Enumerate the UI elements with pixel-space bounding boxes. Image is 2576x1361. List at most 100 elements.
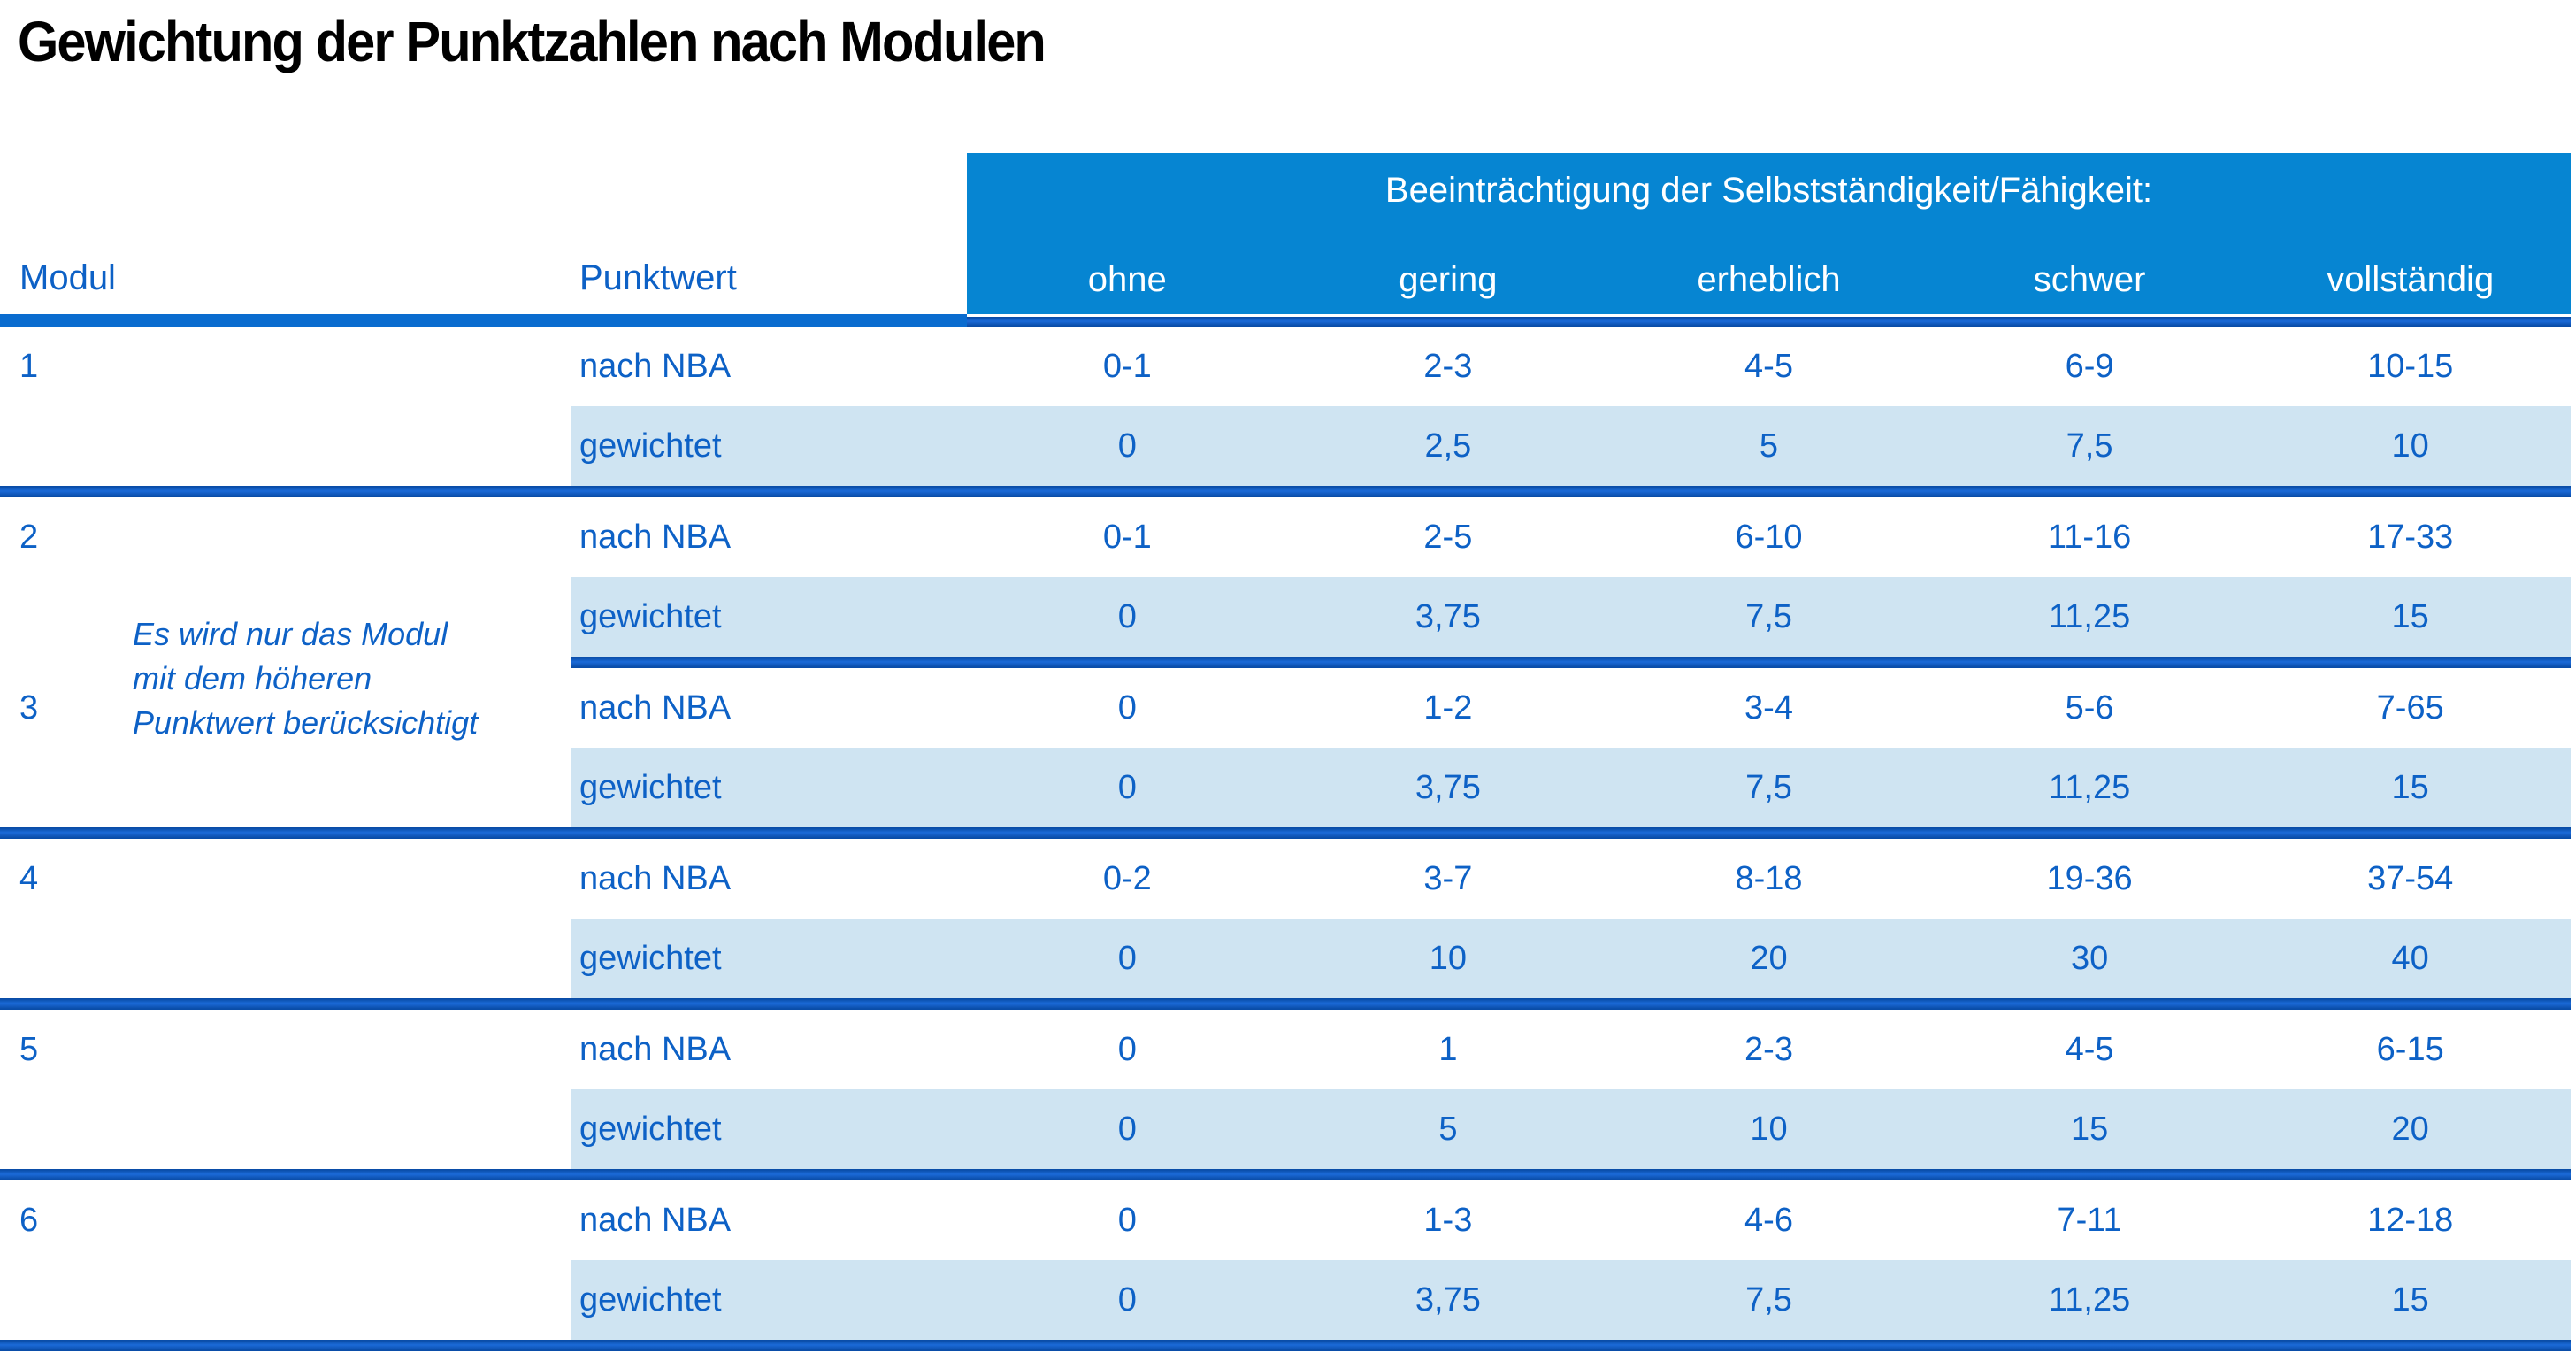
value-cell: 3,75 xyxy=(1287,577,1609,657)
value-cell: 4-6 xyxy=(1744,1201,1793,1239)
row-label-gewichtet: gewichtet xyxy=(571,577,967,657)
module-2-nba-row: 2 nach NBA 0-1 2-5 6-10 11-16 17-33 xyxy=(0,497,2571,577)
module-number: 4 xyxy=(19,859,39,897)
row-label-gewichtet: gewichtet xyxy=(571,406,967,486)
column-header-vollstaendig: vollständig xyxy=(2327,260,2495,299)
severity-labels-row: ohne gering erheblich schwer vollständig xyxy=(967,260,2571,300)
module-number: 2 xyxy=(19,518,39,556)
module-5-gewichtet-row: gewichtet 0 5 10 15 20 xyxy=(0,1089,2571,1169)
value-cell: 10 xyxy=(1608,1089,1929,1169)
value-cell: 0 xyxy=(967,748,1288,827)
module-number: 3 xyxy=(19,688,39,727)
table-header: Modul Punktwert Beeinträchtigung der Sel… xyxy=(0,153,2571,314)
row-label-nach-nba: nach NBA xyxy=(579,518,732,556)
note-line: Es wird nur das Modul xyxy=(133,616,448,652)
row-label-gewichtet: gewichtet xyxy=(571,748,967,827)
header-underline xyxy=(0,314,2571,327)
value-cell: 10 xyxy=(1287,919,1609,998)
column-header-schwer: schwer xyxy=(2033,260,2146,299)
value-cell: 8-18 xyxy=(1735,859,1803,897)
module-3-gewichtet-row: gewichtet 0 3,75 7,5 11,25 15 xyxy=(0,748,2571,827)
value-cell: 11,25 xyxy=(1928,577,2250,657)
value-cell: 0 xyxy=(1117,1201,1137,1239)
table-bottom-line xyxy=(0,1340,2571,1351)
value-cell: 30 xyxy=(1928,919,2250,998)
row-label-nach-nba: nach NBA xyxy=(579,1201,732,1239)
module-number: 5 xyxy=(19,1030,39,1068)
value-cell: 0-1 xyxy=(1102,518,1152,556)
value-cell: 0 xyxy=(967,406,1288,486)
value-cell: 6-10 xyxy=(1735,518,1803,556)
row-label-gewichtet: gewichtet xyxy=(571,919,967,998)
value-cell: 7,5 xyxy=(1608,748,1929,827)
module-2-3-group: Es wird nur das Modul mit dem höheren Pu… xyxy=(0,497,2571,827)
row-label-gewichtet: gewichtet xyxy=(571,1089,967,1169)
value-cell: 7-11 xyxy=(2057,1201,2122,1239)
value-cell: 15 xyxy=(2250,1260,2571,1340)
module-number-empty xyxy=(0,919,571,998)
value-cell: 11-16 xyxy=(2047,518,2132,556)
module-separator xyxy=(0,486,2571,497)
value-cell: 10-15 xyxy=(2367,347,2454,385)
value-cell: 7-65 xyxy=(2376,688,2444,727)
module-number: 1 xyxy=(19,347,39,385)
module-5-nba-row: 5 nach NBA 0 1 2-3 4-5 6-15 xyxy=(0,1010,2571,1089)
row-label-nach-nba: nach NBA xyxy=(579,1030,732,1068)
row-label-nach-nba: nach NBA xyxy=(579,347,732,385)
module-2-3-note: Es wird nur das Modul mit dem höheren Pu… xyxy=(133,612,478,745)
value-cell: 20 xyxy=(2250,1089,2571,1169)
value-cell: 11,25 xyxy=(1928,1260,2250,1340)
module-3-nba-row: 3 nach NBA 0 1-2 3-4 5-6 7-65 xyxy=(0,668,2571,748)
value-cell: 4-5 xyxy=(2065,1030,2114,1068)
value-cell: 7,5 xyxy=(1928,406,2250,486)
value-cell: 7,5 xyxy=(1608,577,1929,657)
value-cell: 15 xyxy=(1928,1089,2250,1169)
module-number-empty xyxy=(0,1089,571,1169)
value-cell: 17-33 xyxy=(2367,518,2454,556)
value-cell: 3,75 xyxy=(1287,1260,1609,1340)
value-cell: 40 xyxy=(2250,919,2571,998)
module-6-gewichtet-row: gewichtet 0 3,75 7,5 11,25 15 xyxy=(0,1260,2571,1340)
module-1-nba-row: 1 nach NBA 0-1 2-3 4-5 6-9 10-15 xyxy=(0,327,2571,406)
module-4-nba-row: 4 nach NBA 0-2 3-7 8-18 19-36 37-54 xyxy=(0,839,2571,919)
value-cell: 15 xyxy=(2250,577,2571,657)
note-line: mit dem höheren xyxy=(133,660,372,696)
row-label-nach-nba: nach NBA xyxy=(579,859,732,897)
value-cell: 0-2 xyxy=(1102,859,1152,897)
value-cell: 1-3 xyxy=(1423,1201,1473,1239)
value-cell: 3-7 xyxy=(1423,859,1473,897)
value-cell: 19-36 xyxy=(2046,859,2133,897)
value-cell: 2-5 xyxy=(1423,518,1473,556)
value-cell: 2,5 xyxy=(1287,406,1609,486)
value-cell: 7,5 xyxy=(1608,1260,1929,1340)
value-cell: 6-15 xyxy=(2376,1030,2444,1068)
value-cell: 20 xyxy=(1608,919,1929,998)
module-number-empty xyxy=(0,406,571,486)
module-separator-partial xyxy=(571,657,2571,668)
value-cell: 37-54 xyxy=(2367,859,2454,897)
module-number-empty xyxy=(0,748,571,827)
value-cell: 1-2 xyxy=(1423,688,1473,727)
header-underline-right-bar xyxy=(967,317,2571,327)
column-header-ohne: ohne xyxy=(1087,260,1167,299)
value-cell: 10 xyxy=(2250,406,2571,486)
severity-header-block: Beeinträchtigung der Selbstständigkeit/F… xyxy=(967,153,2571,314)
module-number-empty xyxy=(0,1260,571,1340)
column-header-modul: Modul xyxy=(19,258,116,297)
column-header-punktwert: Punktwert xyxy=(579,258,737,297)
page-title: Gewichtung der Punktzahlen nach Modulen xyxy=(18,10,1046,73)
module-separator xyxy=(0,827,2571,839)
value-cell: 0 xyxy=(967,1089,1288,1169)
module-number: 6 xyxy=(19,1201,39,1239)
value-cell: 0 xyxy=(967,919,1288,998)
column-header-gering: gering xyxy=(1399,260,1498,299)
module-4-gewichtet-row: gewichtet 0 10 20 30 40 xyxy=(0,919,2571,998)
header-underline-left xyxy=(0,314,967,327)
value-cell: 5 xyxy=(1608,406,1929,486)
module-1-gewichtet-row: gewichtet 0 2,5 5 7,5 10 xyxy=(0,406,2571,486)
value-cell: 3-4 xyxy=(1744,688,1793,727)
module-2-gewichtet-row: gewichtet 0 3,75 7,5 11,25 15 xyxy=(0,577,2571,657)
value-cell: 12-18 xyxy=(2367,1201,2454,1239)
module-separator xyxy=(0,1169,2571,1180)
module-separator xyxy=(0,998,2571,1010)
